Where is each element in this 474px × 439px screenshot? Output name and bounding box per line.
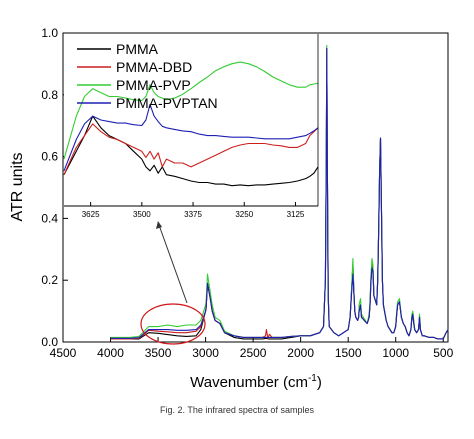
inset-x-axis: 3625 3500 3375 3250 3125 xyxy=(82,202,305,219)
y-tick-label: 0.2 xyxy=(41,273,58,287)
legend-label-pmma: PMMA xyxy=(116,41,159,57)
y-tick-label: 0.6 xyxy=(41,150,58,164)
x-tick-label: 4500 xyxy=(50,346,77,360)
y-tick-label: 0.8 xyxy=(41,88,58,102)
y-tick-label: 0.0 xyxy=(41,335,58,349)
x-tick-label: 3500 xyxy=(145,346,172,360)
inset-series-line-pmma-pvp xyxy=(63,61,319,160)
inset-series-line-pmma-dbd xyxy=(63,123,319,175)
series-line-pmma-pvptan xyxy=(110,47,449,340)
main-x-axis: 4500 4000 3500 3000 2500 2000 1500 1000 500 xyxy=(50,337,454,360)
x-axis-label: Wavenumber (cm-1) xyxy=(190,373,322,391)
main-y-axis: 0.0 0.2 0.4 0.6 0.8 1.0 xyxy=(41,26,68,349)
legend-label-pmma-pvptan: PMMA-PVPTAN xyxy=(116,95,218,111)
inset-x-tick-label: 3250 xyxy=(235,210,253,219)
zoom-arrow xyxy=(158,224,188,304)
main-plot-frame xyxy=(62,32,449,343)
x-tick-label: 2500 xyxy=(240,346,267,360)
inset-series-line-pmma-pvptan xyxy=(63,103,319,172)
zoom-arrow-head xyxy=(156,221,162,229)
x-tick-label: 4000 xyxy=(97,346,124,360)
inset-x-tick-label: 3125 xyxy=(287,210,305,219)
main-chart: 0.0 0.2 0.4 0.6 0.8 1.0 4500 4000 3500 3000 2500 2… xyxy=(9,26,454,391)
legend-label-pmma-dbd: PMMA-DBD xyxy=(116,59,192,75)
figure-caption: Fig. 2. The infrared spectra of samples xyxy=(160,405,314,415)
legend-label-pmma-pvp: PMMA-PVP xyxy=(116,77,191,93)
inset-background xyxy=(64,34,318,206)
zoom-region-ellipse xyxy=(140,303,206,345)
main-series-group xyxy=(110,44,449,340)
inset-series-group xyxy=(63,61,319,187)
x-axis-label-sup: -1 xyxy=(308,373,317,384)
inset-x-tick-label: 3375 xyxy=(184,210,202,219)
x-tick-label: 500 xyxy=(433,346,453,360)
x-tick-label: 1500 xyxy=(335,346,362,360)
y-tick-label: 1.0 xyxy=(41,26,58,40)
x-axis-label-close: ) xyxy=(317,374,322,391)
legend: PMMA PMMA-DBD PMMA-PVP PMMA-PVPTAN xyxy=(77,41,218,111)
y-axis-label: ATR units xyxy=(9,152,26,221)
inset-x-tick-label: 3500 xyxy=(133,210,151,219)
x-axis-label-main: Wavenumber (cm xyxy=(190,374,308,391)
x-tick-label: 1000 xyxy=(382,346,409,360)
inset-chart: 3625 3500 3375 3250 3125 PMMA PMMA-DBD PMMA-PV… xyxy=(63,34,319,219)
x-tick-label: 2000 xyxy=(287,346,314,360)
y-tick-label: 0.4 xyxy=(41,211,58,225)
inset-x-tick-label: 3625 xyxy=(82,210,100,219)
x-tick-label: 3000 xyxy=(192,346,219,360)
series-line-pmma-pvp xyxy=(110,44,449,340)
